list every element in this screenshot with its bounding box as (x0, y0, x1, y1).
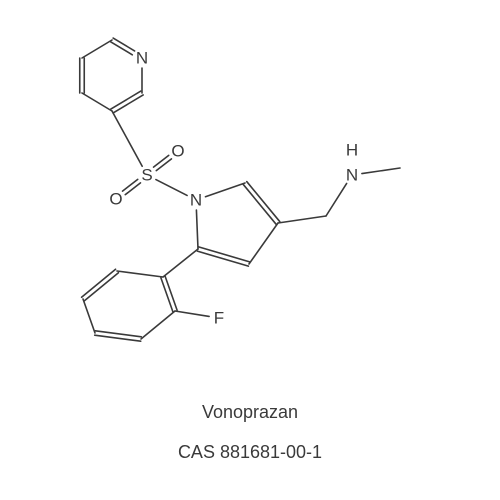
compound-name: Vonoprazan (0, 402, 500, 423)
atom-label-h: H (346, 141, 358, 160)
cas-number: CAS 881681-00-1 (0, 442, 500, 463)
molecule-structure-svg: NSOONNHF (0, 0, 500, 390)
atom-label-s: S (141, 166, 152, 185)
figure-container: NSOONNHF Vonoprazan CAS 881681-00-1 (0, 0, 500, 500)
atom-label-n: N (136, 49, 148, 68)
atom-label-n: N (190, 191, 202, 210)
atom-label-o: O (109, 190, 122, 209)
atom-label-n: N (346, 166, 358, 185)
atom-label-f: F (214, 309, 224, 328)
atom-label-o: O (171, 142, 184, 161)
